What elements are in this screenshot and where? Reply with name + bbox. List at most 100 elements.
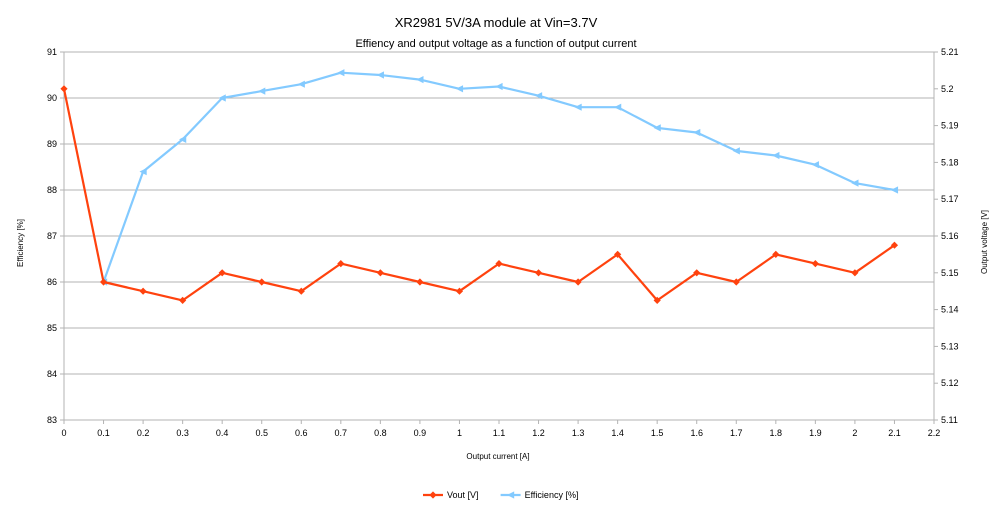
data-point — [297, 287, 305, 295]
data-point — [99, 278, 108, 286]
y-tick-label-right: 5.16 — [941, 231, 959, 241]
data-point — [614, 103, 622, 111]
data-point — [772, 250, 780, 258]
x-tick-label: 0.2 — [137, 428, 150, 438]
diamond-marker-icon — [429, 491, 437, 499]
data-point — [574, 278, 582, 286]
data-point — [179, 135, 187, 143]
y-tick-label-right: 5.17 — [941, 194, 959, 204]
data-point — [495, 260, 503, 268]
y-tick-label-left: 87 — [47, 231, 57, 241]
y-tick-label-right: 5.13 — [941, 341, 959, 351]
x-tick-label: 0 — [61, 428, 66, 438]
data-point — [60, 85, 68, 93]
x-tick-label: 0.1 — [97, 428, 110, 438]
y-tick-label-right: 5.21 — [941, 47, 959, 57]
data-point — [416, 76, 424, 84]
x-tick-label: 1.3 — [572, 428, 585, 438]
x-tick-label: 1.2 — [532, 428, 545, 438]
legend-item: Efficiency [%] — [500, 490, 579, 500]
x-tick-label: 0.7 — [335, 428, 348, 438]
legend-item: Vout [V] — [423, 490, 479, 500]
data-point — [376, 71, 384, 79]
y-tick-label-left: 84 — [47, 369, 57, 379]
x-tick-label: 1.4 — [611, 428, 624, 438]
data-point — [693, 128, 701, 137]
series-line — [102, 71, 895, 283]
gridlines — [64, 51, 934, 421]
y-tick-label-right: 5.12 — [941, 378, 959, 388]
data-point — [574, 103, 582, 111]
data-point — [653, 296, 661, 304]
x-tick-label: 1.7 — [730, 428, 743, 438]
x-tick-label: 2.1 — [888, 428, 901, 438]
x-tick-label: 1 — [457, 428, 462, 438]
data-point — [851, 179, 859, 187]
triangle-marker-icon — [507, 491, 515, 499]
tick-labels: 83 84 85 86 87 88 89 90 91 5.11 5.12 5.13 5.14 5.15 5.… — [47, 47, 959, 438]
data-point — [337, 260, 345, 268]
y-tick-label-right: 5.2 — [941, 84, 954, 94]
x-tick-label: 0.3 — [176, 428, 189, 438]
legend-label: Efficiency [%] — [525, 490, 579, 500]
y-tick-label-left: 90 — [47, 93, 57, 103]
data-point — [139, 168, 147, 176]
data-point — [534, 269, 543, 277]
data-point — [732, 278, 740, 286]
y-tick-label-left: 83 — [47, 415, 57, 425]
y-tick-label-left: 86 — [47, 277, 57, 287]
x-tick-label: 0.6 — [295, 428, 308, 438]
series-vout — [60, 85, 899, 304]
data-point — [297, 80, 305, 88]
legend-label: Vout [V] — [447, 490, 479, 500]
data-point — [218, 94, 226, 102]
data-point — [495, 82, 503, 91]
data-point — [851, 269, 859, 277]
legend: Vout [V] Efficiency [%] — [423, 490, 578, 500]
y-tick-label-right: 5.11 — [941, 415, 958, 425]
data-point — [534, 92, 543, 100]
chart-title: XR2981 5V/3A module at Vin=3.7V — [395, 15, 598, 30]
x-tick-label: 0.8 — [374, 428, 387, 438]
x-tick-label: 1.1 — [493, 428, 506, 438]
axes — [60, 51, 938, 424]
y-tick-label-left: 91 — [47, 47, 57, 57]
x-tick-label: 2.2 — [928, 428, 941, 438]
y-tick-label-right: 5.18 — [941, 157, 959, 167]
data-point — [890, 186, 899, 194]
data-point — [376, 269, 384, 277]
data-point — [811, 161, 819, 169]
series-efficiency — [99, 69, 899, 286]
y-tick-label-right: 5.19 — [941, 121, 959, 131]
data-point — [693, 269, 701, 277]
x-tick-label: 0.9 — [414, 428, 427, 438]
x-tick-label: 1.9 — [809, 428, 822, 438]
data-point — [258, 278, 266, 286]
y-axis-label-left: Efficiency [%] — [16, 219, 25, 267]
y-tick-label-left: 88 — [47, 185, 57, 195]
data-point — [218, 269, 226, 277]
series-layer — [60, 69, 899, 304]
x-tick-label: 2 — [852, 428, 857, 438]
x-tick-label: 0.4 — [216, 428, 229, 438]
data-point — [455, 85, 464, 93]
y-tick-label-left: 85 — [47, 323, 57, 333]
data-point — [337, 69, 345, 77]
x-tick-label: 1.5 — [651, 428, 664, 438]
series-line — [62, 88, 896, 302]
data-point — [890, 241, 899, 249]
x-tick-label: 0.5 — [255, 428, 268, 438]
data-point — [811, 260, 819, 268]
data-point — [179, 296, 187, 304]
x-axis-label: Output current [A] — [466, 452, 529, 461]
y-tick-label-right: 5.14 — [941, 305, 959, 315]
y-axis-label-right: Output voltage [V] — [980, 210, 989, 274]
data-point — [416, 278, 424, 286]
y-tick-label-right: 5.15 — [941, 268, 959, 278]
x-tick-label: 1.8 — [770, 428, 783, 438]
x-tick-label: 1.6 — [690, 428, 703, 438]
data-point — [653, 124, 661, 132]
data-point — [614, 250, 622, 258]
